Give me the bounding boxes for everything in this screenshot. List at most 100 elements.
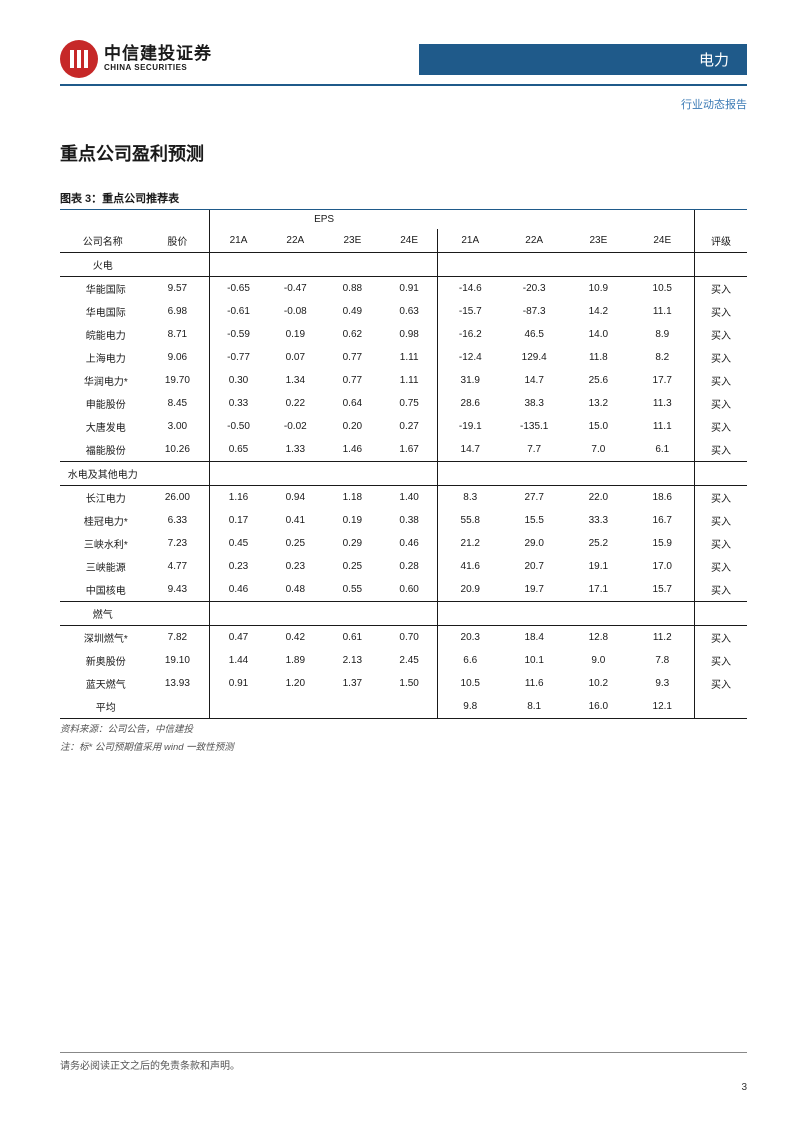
cell: 17.7 [630, 369, 694, 392]
cell: 33.3 [566, 509, 630, 532]
table-row: 福能股份10.260.651.331.461.6714.77.77.06.1买入 [60, 438, 747, 462]
cell: 0.47 [210, 625, 267, 649]
cell: 1.67 [381, 438, 438, 462]
cell: 7.8 [630, 649, 694, 672]
cell: 1.20 [267, 672, 324, 695]
cell: 14.2 [566, 300, 630, 323]
col-pe-1: 22A [502, 229, 566, 253]
cell: 10.5 [630, 276, 694, 300]
page-footer: 请务必阅读正文之后的免责条款和声明。 3 [60, 1052, 747, 1093]
cell: 18.6 [630, 485, 694, 509]
table-row: 华润电力*19.700.301.340.771.1131.914.725.617… [60, 369, 747, 392]
cell: 7.7 [502, 438, 566, 462]
col-name: 公司名称 [60, 229, 146, 253]
cell: 6.6 [438, 649, 502, 672]
cell: 0.33 [210, 392, 267, 415]
table-row: 新奥股份19.101.441.892.132.456.610.19.07.8买入 [60, 649, 747, 672]
cell: 0.48 [267, 578, 324, 602]
cell: 1.89 [267, 649, 324, 672]
cell: 0.45 [210, 532, 267, 555]
cell: 0.49 [324, 300, 381, 323]
cell: 8.2 [630, 346, 694, 369]
cell: 0.64 [324, 392, 381, 415]
cell: 0.07 [267, 346, 324, 369]
cell: 买入 [695, 346, 747, 369]
cell: 31.9 [438, 369, 502, 392]
cell: 2.13 [324, 649, 381, 672]
cell: 8.9 [630, 323, 694, 346]
cell: 13.2 [566, 392, 630, 415]
cell: 三峡能源 [60, 555, 146, 578]
cell: 18.4 [502, 625, 566, 649]
cell: 20.9 [438, 578, 502, 602]
cell: 1.33 [267, 438, 324, 462]
cell: 0.19 [267, 323, 324, 346]
table-row: 华能国际9.57-0.65-0.470.880.91-14.6-20.310.9… [60, 276, 747, 300]
table-row: 三峡水利*7.230.450.250.290.4621.229.025.215.… [60, 532, 747, 555]
table-row: 申能股份8.450.330.220.640.7528.638.313.211.3… [60, 392, 747, 415]
cell: 8.1 [502, 695, 566, 719]
cell: -87.3 [502, 300, 566, 323]
cell [381, 695, 438, 719]
cell: 买入 [695, 415, 747, 438]
cell [146, 695, 210, 719]
cell: 14.0 [566, 323, 630, 346]
cell: 8.3 [438, 485, 502, 509]
cell: 10.9 [566, 276, 630, 300]
group-label: 燃气 [60, 601, 146, 625]
cell: -135.1 [502, 415, 566, 438]
cell: -0.61 [210, 300, 267, 323]
cell: 0.98 [381, 323, 438, 346]
cell: -16.2 [438, 323, 502, 346]
cell: 买入 [695, 485, 747, 509]
cell: 16.7 [630, 509, 694, 532]
cell: 9.0 [566, 649, 630, 672]
cell: 27.7 [502, 485, 566, 509]
cell: 10.2 [566, 672, 630, 695]
cell: 三峡水利* [60, 532, 146, 555]
cell: 买入 [695, 509, 747, 532]
cell: 买入 [695, 276, 747, 300]
table-header-top: EPS [60, 210, 747, 229]
cell: -12.4 [438, 346, 502, 369]
cell: 皖能电力 [60, 323, 146, 346]
cell: 9.43 [146, 578, 210, 602]
col-eps-0: 21A [210, 229, 267, 253]
cell: 0.22 [267, 392, 324, 415]
cell: 17.1 [566, 578, 630, 602]
cell: 10.26 [146, 438, 210, 462]
cell: 0.60 [381, 578, 438, 602]
cell: 买入 [695, 369, 747, 392]
cell: 大唐发电 [60, 415, 146, 438]
cell: -14.6 [438, 276, 502, 300]
cell: 22.0 [566, 485, 630, 509]
cell: 0.17 [210, 509, 267, 532]
cell: 0.63 [381, 300, 438, 323]
cell: 2.45 [381, 649, 438, 672]
cell: 买入 [695, 649, 747, 672]
eps-group-header: EPS [210, 210, 438, 229]
cell: 0.61 [324, 625, 381, 649]
table-row: 长江电力26.001.160.941.181.408.327.722.018.6… [60, 485, 747, 509]
cell: -0.59 [210, 323, 267, 346]
cell: 中国核电 [60, 578, 146, 602]
cell: 买入 [695, 578, 747, 602]
col-pe-3: 24E [630, 229, 694, 253]
cell: 7.0 [566, 438, 630, 462]
section-title: 重点公司盈利预测 [60, 140, 747, 166]
col-eps-3: 24E [381, 229, 438, 253]
cell: 15.0 [566, 415, 630, 438]
cell: 0.55 [324, 578, 381, 602]
cell: 41.6 [438, 555, 502, 578]
forecast-table: EPS 公司名称 股价 21A 22A 23E 24E 21A 22A 23E … [60, 210, 747, 719]
average-row: 平均9.88.116.012.1 [60, 695, 747, 719]
cell: 11.2 [630, 625, 694, 649]
cell: 11.6 [502, 672, 566, 695]
cell: 0.91 [381, 276, 438, 300]
disclaimer-text: 请务必阅读正文之后的免责条款和声明。 [60, 1057, 240, 1072]
cell: 0.29 [324, 532, 381, 555]
cell: 17.0 [630, 555, 694, 578]
cell: -0.08 [267, 300, 324, 323]
cell: 20.7 [502, 555, 566, 578]
cell: 0.77 [324, 369, 381, 392]
